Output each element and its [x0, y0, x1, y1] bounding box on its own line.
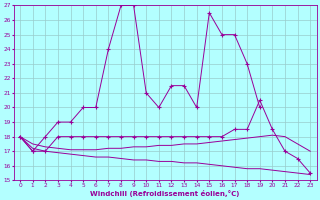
X-axis label: Windchill (Refroidissement éolien,°C): Windchill (Refroidissement éolien,°C) [91, 190, 240, 197]
